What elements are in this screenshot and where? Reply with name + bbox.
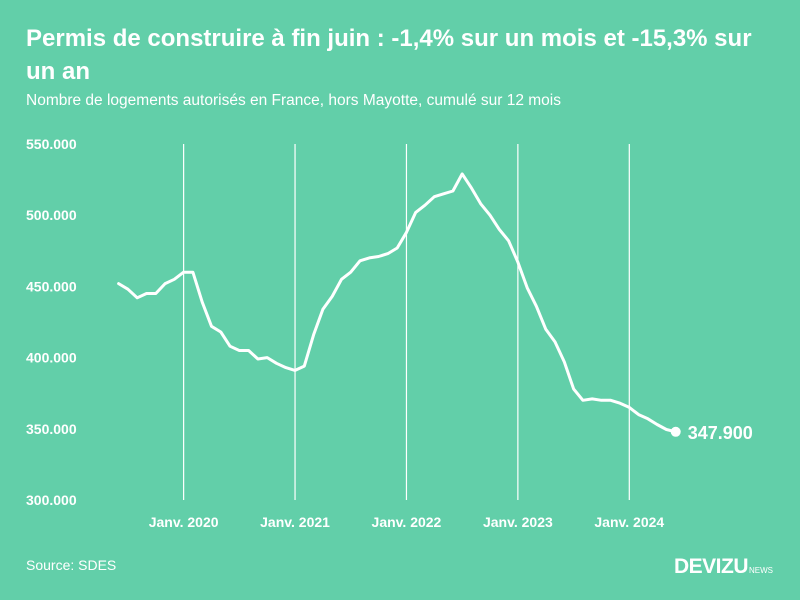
series-line [117, 172, 678, 434]
x-tick-label: Janv. 2022 [372, 514, 442, 530]
last-point-marker [670, 426, 681, 437]
y-tick-label: 350.000 [26, 421, 77, 437]
x-tick-label: Janv. 2021 [260, 514, 330, 530]
source-note: Source: SDES [26, 557, 117, 573]
y-tick-label: 500.000 [26, 207, 77, 223]
x-tick-label: Janv. 2024 [594, 514, 664, 530]
logo-text: DEVIZU [674, 555, 749, 578]
devizu-logo: DEVIZUNEWS [674, 555, 773, 579]
y-tick-label: 450.000 [26, 278, 77, 294]
chart-subtitle: Nombre de logements autorisés en France,… [26, 92, 561, 109]
x-tick-label: Janv. 2020 [149, 514, 219, 530]
y-tick-label: 400.000 [26, 350, 77, 366]
y-tick-label: 300.000 [26, 492, 77, 508]
x-tick-label: Janv. 2023 [483, 514, 553, 530]
logo-suffix: NEWS [749, 566, 774, 575]
y-tick-label: 550.000 [26, 136, 77, 152]
last-value-label: 347.900 [688, 423, 753, 443]
chart-title: Permis de construire à fin juin : -1,4% … [26, 25, 752, 85]
